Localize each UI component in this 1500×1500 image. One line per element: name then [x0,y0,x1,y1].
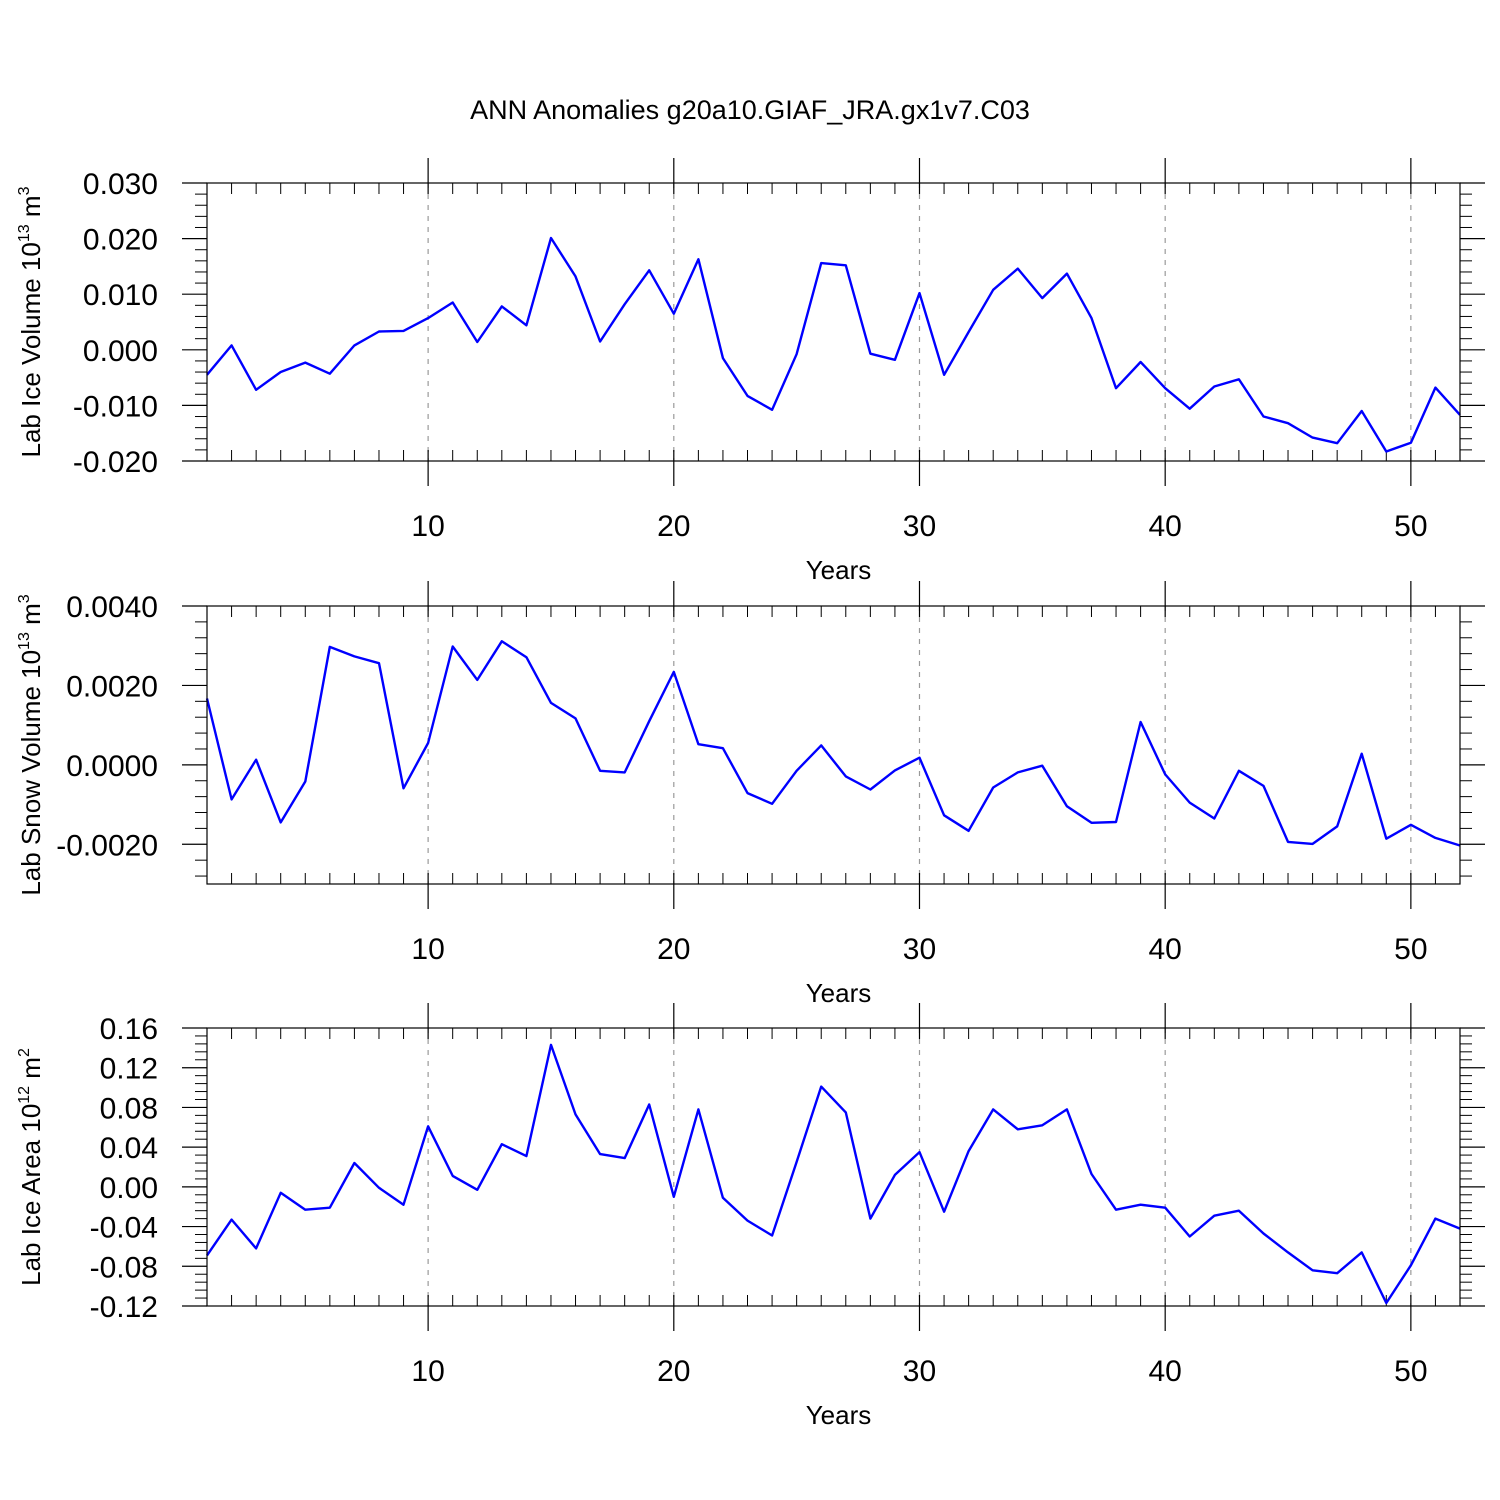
x-tick-label: 40 [1148,510,1181,543]
x-tick-label: 50 [1394,933,1427,966]
y-tick-label: 0.0040 [66,591,158,624]
plot-frame [206,1027,1461,1307]
y-tick-label: 0.16 [100,1013,158,1046]
x-tick-label: 40 [1148,1355,1181,1388]
y-tick-label: 0.0000 [66,750,158,783]
panel-ice-area: 10 20 30 40 50 -0.12 -0.08 -0.04 0.00 0.04 0.08 0.1… [16,1003,1485,1430]
y-axis-label: Lab Ice Volume 1013 m3 [16,186,46,457]
data-line [206,236,1461,453]
x-tick-label: 20 [657,510,690,543]
data-line [206,1043,1461,1305]
y-tick-label: -0.04 [90,1212,158,1245]
x-tick-label: 50 [1394,510,1427,543]
data-line [205,640,1461,847]
y-tick-label: 0.12 [100,1053,158,1086]
x-axis-label: Years [806,978,872,1008]
y-tick-label: 0.0020 [66,670,158,703]
x-tick-label: 30 [903,510,936,543]
x-tick-label: 10 [411,933,444,966]
y-tick-label: -0.0020 [56,829,158,862]
x-tick-label: 20 [657,1355,690,1388]
panel-ice-volume: 10 20 30 40 50 -0.020 -0.010 0.000 0.010 0.020 0.0… [16,158,1485,585]
x-tick-label: 20 [657,933,690,966]
x-tick-label: 10 [411,1355,444,1388]
y-tick-label: 0.020 [83,224,158,257]
y-tick-label: -0.020 [73,446,158,479]
x-tick-label: 10 [411,510,444,543]
x-tick-label: 30 [903,933,936,966]
y-axis-label: Lab Snow Volume 1013 m3 [16,594,46,895]
y-tick-label: -0.08 [90,1251,158,1284]
plot-frame [206,605,1461,885]
x-axis-label: Years [806,1400,872,1430]
y-tick-label: 0.010 [83,279,158,312]
y-tick-label: 0.000 [83,335,158,368]
x-tick-label: 40 [1148,933,1181,966]
y-tick-label: 0.04 [100,1132,158,1165]
panel-snow-volume: 10 20 30 40 50 -0.0020 0.0000 0.0020 0.0040 Years… [16,581,1485,1008]
y-tick-label: 0.030 [83,168,158,201]
x-axis-label: Years [806,555,872,585]
y-tick-label: 0.08 [100,1092,158,1125]
figure-title: ANN Anomalies g20a10.GIAF_JRA.gx1v7.C03 [470,95,1030,125]
plot-frame [206,182,1461,462]
y-axis-label: Lab Ice Area 1012 m2 [16,1048,46,1286]
x-tick-label: 50 [1394,1355,1427,1388]
y-tick-label: -0.12 [90,1291,158,1324]
y-tick-label: -0.010 [73,390,158,423]
y-tick-label: 0.00 [100,1172,158,1205]
x-tick-label: 30 [903,1355,936,1388]
